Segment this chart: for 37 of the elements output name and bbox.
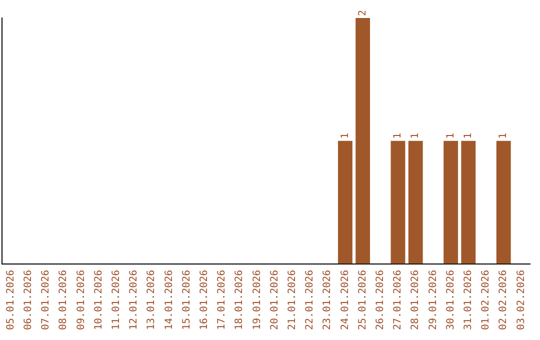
x-tick-label: 09.01.2026 [76,270,87,330]
x-tick-label: 05.01.2026 [5,270,16,330]
x-tick-label: 31.01.2026 [462,270,474,330]
x-tick-label: 15.01.2026 [181,270,192,330]
x-tick-label: 02.02.2026 [498,270,510,330]
data-label: 1 [410,132,422,139]
x-tick-label: 21.01.2026 [286,270,298,330]
x-tick-label: 30.01.2026 [445,270,456,330]
x-tick-label: 14.01.2026 [164,270,175,330]
x-tick-label: 10.01.2026 [93,270,104,330]
x-tick-label: 25.01.2026 [357,270,368,330]
x-tick-label: 11.01.2026 [110,270,122,330]
x-tick-label: 06.01.2026 [22,270,34,330]
x-tick-label: 12.01.2026 [128,270,140,330]
x-tick-label: 18.01.2026 [234,270,246,330]
x-tick-label: 27.01.2026 [392,270,404,330]
x-tick-label: 03.02.2026 [516,270,527,330]
data-label: 1 [392,132,404,139]
x-tick-label: 19.01.2026 [252,270,263,330]
x-tick-label: 07.01.2026 [40,270,52,330]
x-tick-label: 29.01.2026 [428,270,439,330]
data-label: 1 [340,132,351,139]
data-label: 1 [462,132,474,139]
x-tick-label: 17.01.2026 [216,270,228,330]
x-tick-label: 28.01.2026 [410,270,422,330]
x-tick-label: 08.01.2026 [58,270,70,330]
data-label: 1 [498,132,510,139]
x-tick-label: 23.01.2026 [322,270,334,330]
x-tick-label: 26.01.2026 [374,270,386,330]
data-label: 2 [357,10,368,16]
x-tick-label: 24.01.2026 [340,270,351,330]
x-tick-label: 01.02.2026 [480,270,492,330]
x-tick-label: 13.01.2026 [146,270,158,330]
x-tick-label: 22.01.2026 [304,270,316,330]
data-label: 1 [445,132,456,139]
x-tick-label: 20.01.2026 [269,270,280,330]
x-tick-label: 16.01.2026 [198,270,210,330]
